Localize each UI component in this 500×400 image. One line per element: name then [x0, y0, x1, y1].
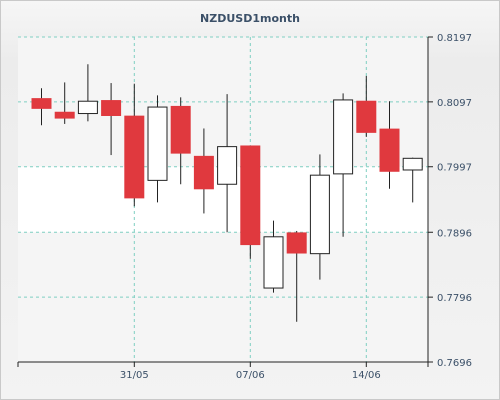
x-tick-label: 14/06 [352, 370, 381, 381]
candle-body-down [124, 115, 145, 199]
candle-body-down [170, 105, 191, 154]
candle-body-up [263, 236, 284, 289]
y-tick-label: 0.8097 [437, 98, 472, 109]
candle-body-down [286, 232, 307, 254]
candle-body-down [240, 145, 261, 246]
candle-body-down [379, 128, 400, 172]
candle-body-up [217, 146, 238, 185]
candle-body-up [333, 99, 354, 175]
candle-body-down [31, 98, 52, 109]
y-tick-label: 0.7696 [437, 358, 472, 369]
candle-body-up [147, 106, 168, 181]
candle-body-down [54, 111, 75, 119]
y-tick-label: 0.8197 [437, 33, 472, 44]
candle-body-down [193, 155, 214, 190]
y-tick-label: 0.7796 [437, 293, 472, 304]
candle-body-down [356, 100, 377, 133]
candle-body-up [77, 100, 98, 115]
chart-title: NZDUSD1month [200, 12, 300, 25]
y-tick-label: 0.7997 [437, 163, 472, 174]
candle-body-up [402, 157, 423, 171]
candle-body-down [101, 100, 122, 116]
x-tick-label: 07/06 [236, 370, 265, 381]
x-tick-label: 31/05 [120, 370, 149, 381]
candle-body-up [309, 174, 330, 255]
y-tick-label: 0.7896 [437, 228, 472, 239]
